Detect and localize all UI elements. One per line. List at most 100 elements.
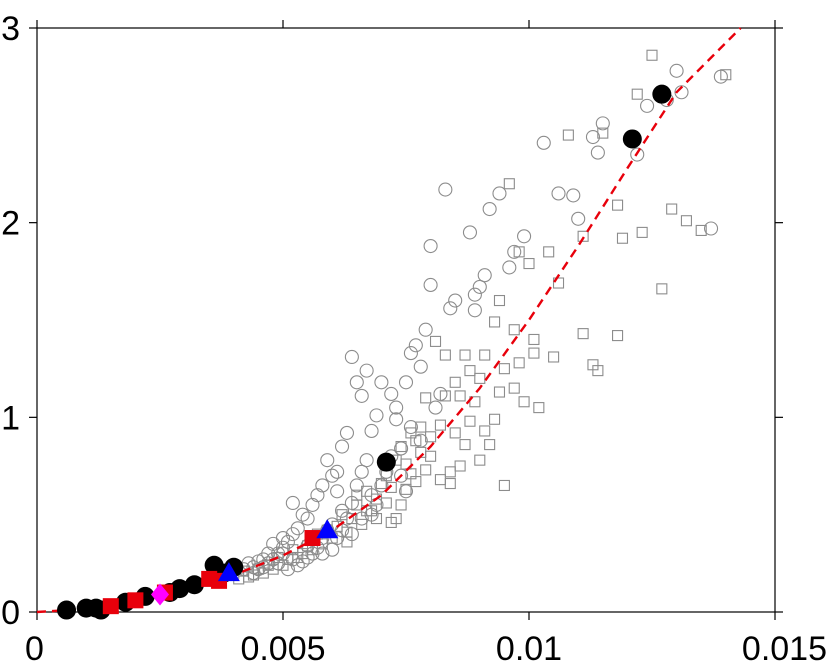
y-tick-label: 2 <box>1 205 20 243</box>
data-point-open-square <box>380 497 392 509</box>
data-point-open-square <box>420 464 432 476</box>
data-point-open-circle <box>334 439 350 454</box>
data-point-open-circle <box>330 464 345 479</box>
data-point-open-square <box>434 474 446 486</box>
data-point-open-square <box>489 316 501 328</box>
data-point-filled-circle <box>57 600 77 620</box>
data-point-open-square <box>415 421 427 433</box>
data-point-open-square <box>548 351 560 363</box>
data-point-open-circle <box>428 400 443 415</box>
data-point-open-square <box>336 509 348 521</box>
data-point-open-circle <box>408 338 423 353</box>
data-point-open-square <box>631 88 643 100</box>
data-point-open-circle <box>551 186 566 201</box>
data-point-open-square <box>493 294 506 307</box>
data-point-open-square <box>513 357 525 369</box>
data-point-open-square <box>484 439 496 451</box>
data-point-filled-circle <box>184 575 204 595</box>
data-point-open-circle <box>517 229 532 244</box>
data-point-open-circle <box>349 478 364 493</box>
data-point-open-square <box>454 390 466 402</box>
y-tick-label: 3 <box>1 10 20 48</box>
data-point-open-circle <box>349 375 364 390</box>
data-point-open-circle <box>315 546 330 561</box>
data-point-open-circle <box>630 147 645 162</box>
data-point-open-circle <box>354 464 369 479</box>
data-point-open-square <box>479 349 491 361</box>
data-point-open-circle <box>403 420 418 435</box>
data-point-open-circle <box>384 386 399 402</box>
data-point-open-circle <box>300 511 315 526</box>
data-point-open-square <box>646 49 658 61</box>
data-point-open-circle <box>295 507 310 522</box>
data-point-open-circle <box>403 346 418 361</box>
data-point-open-square <box>612 199 624 211</box>
x-tick-label: 0 <box>25 630 44 663</box>
x-tick-label: 0.005 <box>240 630 325 663</box>
data-point-filled-triangle <box>217 562 240 582</box>
data-point-open-circle <box>472 279 487 294</box>
data-point-open-square <box>385 516 397 529</box>
data-point-open-square <box>498 479 510 492</box>
data-point-filled-square <box>102 598 119 615</box>
y-tick-label: 0 <box>1 594 20 632</box>
data-point-open-square <box>616 232 629 244</box>
data-point-filled-circle <box>376 452 396 472</box>
data-point-open-circle <box>359 453 374 468</box>
data-point-open-circle <box>423 277 438 293</box>
data-point-filled-circle <box>622 129 642 149</box>
data-point-open-circle <box>443 301 458 316</box>
data-point-open-square <box>577 328 589 340</box>
data-point-open-square <box>395 440 407 453</box>
data-point-open-square <box>454 460 466 472</box>
data-point-open-square <box>444 466 456 478</box>
data-point-open-circle <box>389 400 404 415</box>
data-point-open-square <box>429 335 442 347</box>
data-point-open-square <box>405 427 417 439</box>
data-point-open-square <box>680 215 692 227</box>
data-point-open-circle <box>359 363 374 378</box>
data-point-open-square <box>400 483 412 495</box>
data-point-open-square <box>666 203 678 215</box>
data-point-open-square <box>351 489 363 501</box>
data-point-open-circle <box>669 63 684 78</box>
data-point-open-circle <box>369 408 384 423</box>
data-point-open-circle <box>438 182 453 197</box>
data-point-open-circle <box>330 484 345 499</box>
data-point-open-square <box>272 551 284 564</box>
data-point-open-square <box>479 425 491 437</box>
data-point-open-circle <box>467 287 482 302</box>
data-point-open-circle <box>364 423 379 439</box>
data-point-filled-square <box>127 592 144 609</box>
data-point-open-square <box>395 499 407 511</box>
data-point-open-circle <box>275 530 291 546</box>
data-point-open-square <box>474 372 486 384</box>
data-point-filled-square <box>304 530 321 547</box>
data-point-open-circle <box>640 98 655 113</box>
data-point-open-circle <box>590 145 605 160</box>
data-point-open-circle <box>413 359 428 374</box>
data-point-open-square <box>612 330 624 342</box>
data-point-open-square <box>523 257 535 270</box>
data-point-open-square <box>543 246 555 258</box>
data-point-open-circle <box>536 135 551 150</box>
fit-line-layer <box>36 27 742 614</box>
data-point-filled-circle <box>652 84 672 104</box>
data-point-open-square <box>341 536 353 548</box>
data-point-open-square <box>597 127 609 139</box>
data-point-open-circle <box>477 268 492 283</box>
data-point-open-square <box>528 347 540 359</box>
tick-labels: 0 0.005 0.01 0.015 0 1 2 3 <box>1 10 827 663</box>
data-point-open-circle <box>482 201 497 217</box>
data-point-filled-diamond <box>151 583 169 606</box>
axis-ticks <box>29 20 783 620</box>
data-point-open-circle <box>285 527 300 542</box>
data-point-open-square <box>370 513 383 525</box>
data-point-filled-triangle <box>316 519 339 539</box>
x-tick-label: 0.015 <box>742 630 827 663</box>
data-point-open-square <box>444 477 456 490</box>
data-point-open-circle <box>315 478 330 493</box>
data-point-open-square <box>562 129 574 141</box>
data-point-open-square <box>449 427 461 439</box>
